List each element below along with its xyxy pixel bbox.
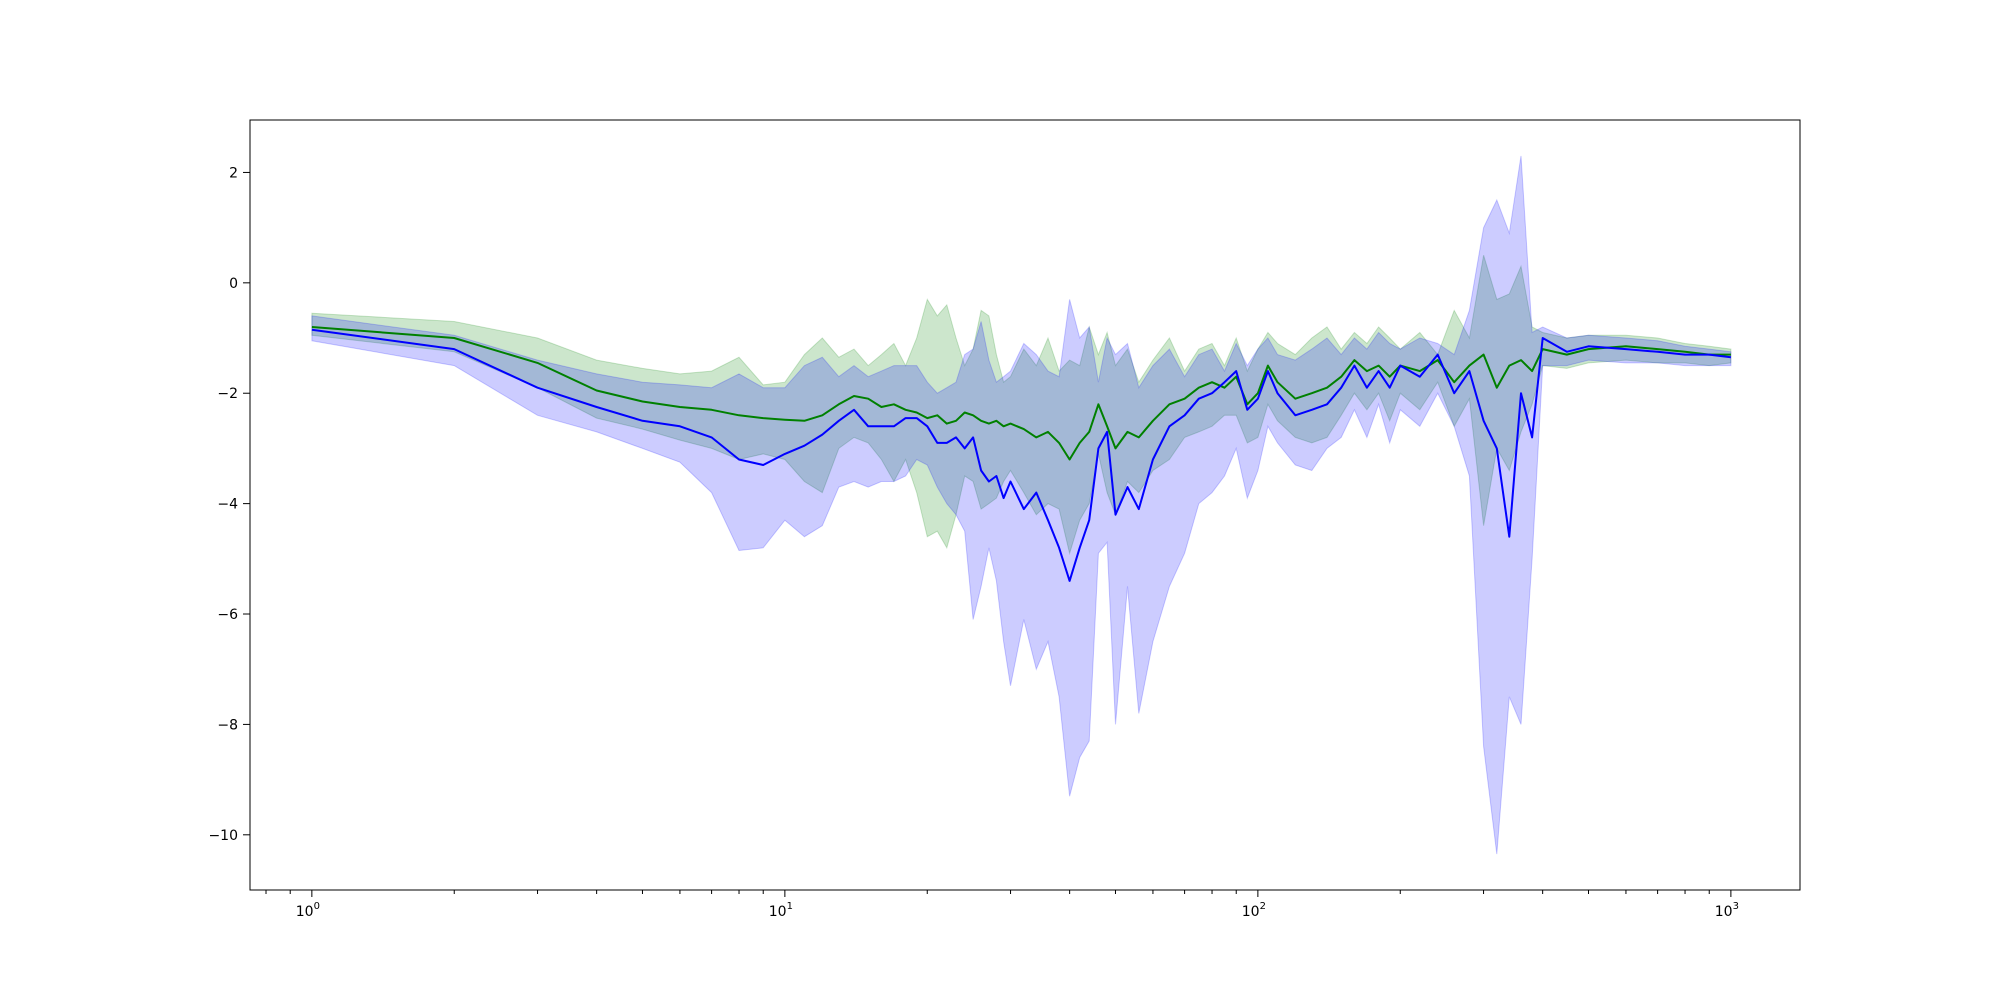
y-tick-label: −10	[208, 828, 238, 844]
y-tick-label: −2	[217, 386, 238, 402]
series-line-1	[311, 328, 1732, 582]
y-tick-label: 2	[229, 165, 238, 181]
band-0	[311, 255, 1732, 556]
series-line-0	[311, 326, 1731, 461]
y-tick-label: −6	[217, 607, 238, 623]
x-tick-label: 103	[1715, 901, 1739, 920]
x-tick-label: 102	[1242, 901, 1266, 920]
x-tick-label: 101	[769, 901, 793, 920]
y-tick-label: −8	[217, 717, 238, 733]
series-lines	[311, 326, 1732, 582]
y-axis: 2 0 −2 −4 −6 −8 −10	[208, 165, 250, 844]
y-tick-label: −4	[217, 497, 238, 513]
x-tick-label: 100	[296, 901, 320, 920]
plot-frame	[249, 119, 1801, 891]
x-axis: 100 101 102 103	[265, 890, 1739, 920]
y-tick-label: 0	[229, 276, 238, 292]
